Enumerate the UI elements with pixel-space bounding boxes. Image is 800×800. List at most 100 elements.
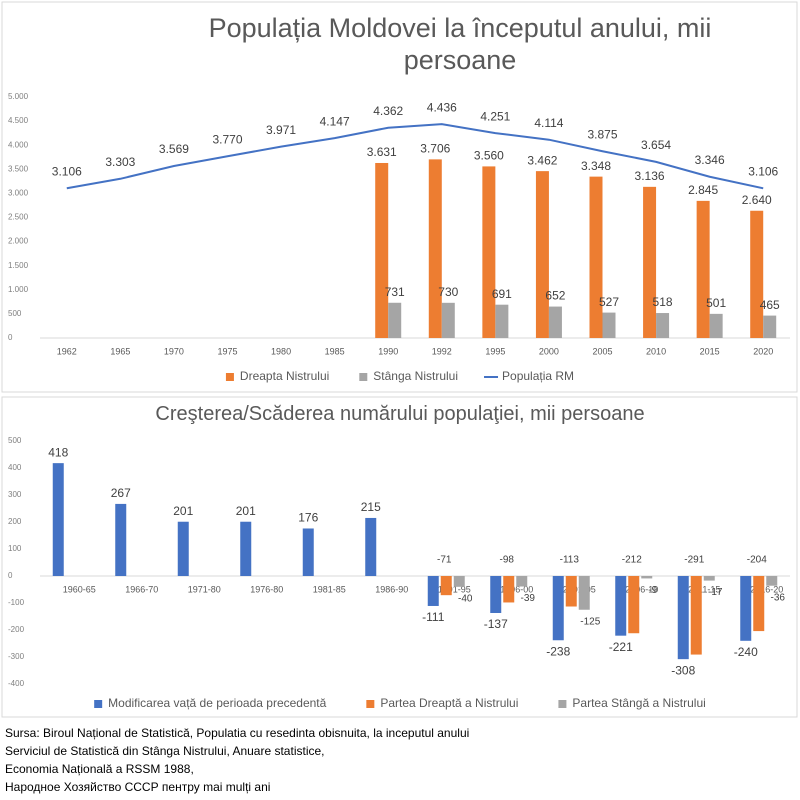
- legend-swatch: [225, 373, 234, 381]
- data-label: 3.106: [748, 164, 778, 178]
- x-tick-label: 1990: [378, 346, 398, 356]
- data-label: 176: [298, 511, 318, 525]
- bar: [703, 576, 715, 581]
- x-tick-label: 2016-20: [750, 584, 783, 594]
- data-label: 267: [111, 486, 131, 500]
- data-label: 4.362: [373, 104, 403, 118]
- y-tick-label: 3.000: [8, 189, 29, 198]
- bar: [615, 576, 627, 636]
- x-tick-label: 1960-65: [63, 584, 96, 594]
- x-tick-label: 2020: [753, 346, 773, 356]
- legend-swatch: [359, 373, 368, 381]
- bar: [482, 166, 496, 338]
- x-tick-label: 1996-00: [500, 584, 533, 594]
- bar: [753, 576, 765, 632]
- source-line: Economia Națională a RSSM 1988,: [5, 762, 194, 776]
- y-tick-label: 1.500: [8, 261, 29, 270]
- data-label: 2.845: [688, 183, 718, 197]
- bar: [628, 576, 640, 634]
- x-tick-label: 2011-15: [688, 584, 720, 594]
- line: [66, 123, 764, 190]
- data-label: 3.106: [52, 164, 82, 178]
- bar: [516, 576, 528, 587]
- bar: [552, 576, 564, 641]
- bar: [750, 210, 764, 338]
- bar: [365, 517, 377, 576]
- bar: [115, 503, 127, 576]
- y-tick-label: 3.500: [8, 164, 29, 173]
- data-label: -212: [622, 555, 642, 566]
- bar: [441, 302, 455, 338]
- data-label: 3.875: [587, 127, 617, 141]
- bar: [535, 171, 549, 338]
- data-label: -39: [521, 593, 536, 604]
- bar: [589, 176, 603, 338]
- x-tick-label: 1970: [164, 346, 184, 356]
- data-label: -17: [708, 587, 723, 598]
- data-label: -137: [484, 617, 508, 631]
- y-tick-label: 1.000: [8, 285, 29, 294]
- bar: [643, 186, 657, 338]
- source-line: Serviciul de Statistică din Stânga Nistr…: [5, 744, 325, 758]
- data-label: 3.569: [159, 142, 189, 156]
- data-label: 4.436: [427, 100, 457, 114]
- data-label: -71: [437, 555, 452, 566]
- bar: [440, 576, 452, 596]
- y-tick-label: -100: [8, 598, 25, 607]
- legend-label: Modificarea vață de perioada precedentă: [108, 696, 326, 710]
- data-label: 4.147: [320, 114, 350, 128]
- x-tick-label: 1995: [485, 346, 505, 356]
- y-tick-label: 100: [8, 544, 22, 553]
- data-label: -125: [580, 616, 600, 627]
- y-tick-label: 0: [8, 333, 13, 342]
- data-label: 465: [760, 298, 780, 312]
- bar: [696, 200, 710, 338]
- data-label: -238: [546, 644, 570, 658]
- bar: [740, 576, 752, 641]
- data-label: 4.251: [480, 109, 510, 123]
- data-label: 518: [653, 295, 673, 309]
- data-label: -36: [771, 592, 786, 603]
- data-label: 201: [236, 504, 256, 518]
- bar: [709, 313, 723, 338]
- bar: [641, 576, 653, 579]
- legend-label: Stânga Nistrului: [373, 369, 458, 383]
- bar: [677, 576, 689, 660]
- bar: [428, 159, 442, 338]
- data-label: 3.462: [527, 153, 557, 167]
- y-tick-label: 2.000: [8, 237, 29, 246]
- y-tick-label: 5.000: [8, 92, 29, 101]
- data-label: 215: [361, 500, 381, 514]
- x-tick-label: 2000: [539, 346, 559, 356]
- bar: [177, 521, 189, 576]
- bar: [548, 306, 562, 338]
- legend-swatch: [94, 700, 103, 708]
- panel: [1, 396, 798, 718]
- data-label: 3.348: [581, 159, 611, 173]
- source-line: Народное Хозяйство СССР пентру mai mulți…: [5, 780, 271, 794]
- y-tick-label: 400: [8, 463, 22, 472]
- x-tick-label: 1966-70: [125, 584, 158, 594]
- y-tick-label: -300: [8, 652, 25, 661]
- data-label: 3.654: [641, 138, 671, 152]
- y-tick-label: 0: [8, 571, 13, 580]
- data-label: -113: [560, 555, 580, 566]
- legend-label: Partea Stângă a Nistrului: [572, 696, 705, 710]
- x-tick-label: 1991-95: [438, 584, 471, 594]
- data-label: 3.346: [695, 153, 725, 167]
- y-tick-label: -200: [8, 625, 25, 634]
- data-label: 691: [492, 287, 512, 301]
- x-tick-label: 1981-85: [313, 584, 346, 594]
- x-tick-label: 1975: [217, 346, 237, 356]
- x-tick-label: 1986-90: [375, 584, 408, 594]
- bar: [302, 528, 314, 576]
- source-line: Sursa: Biroul Național de Statistică, Po…: [5, 726, 470, 740]
- data-label: 3.706: [420, 142, 450, 156]
- data-label: 3.971: [266, 123, 296, 137]
- data-label: -221: [609, 640, 633, 654]
- legend-swatch: [366, 700, 375, 708]
- data-label: 731: [385, 285, 405, 299]
- data-label: -9: [648, 585, 657, 596]
